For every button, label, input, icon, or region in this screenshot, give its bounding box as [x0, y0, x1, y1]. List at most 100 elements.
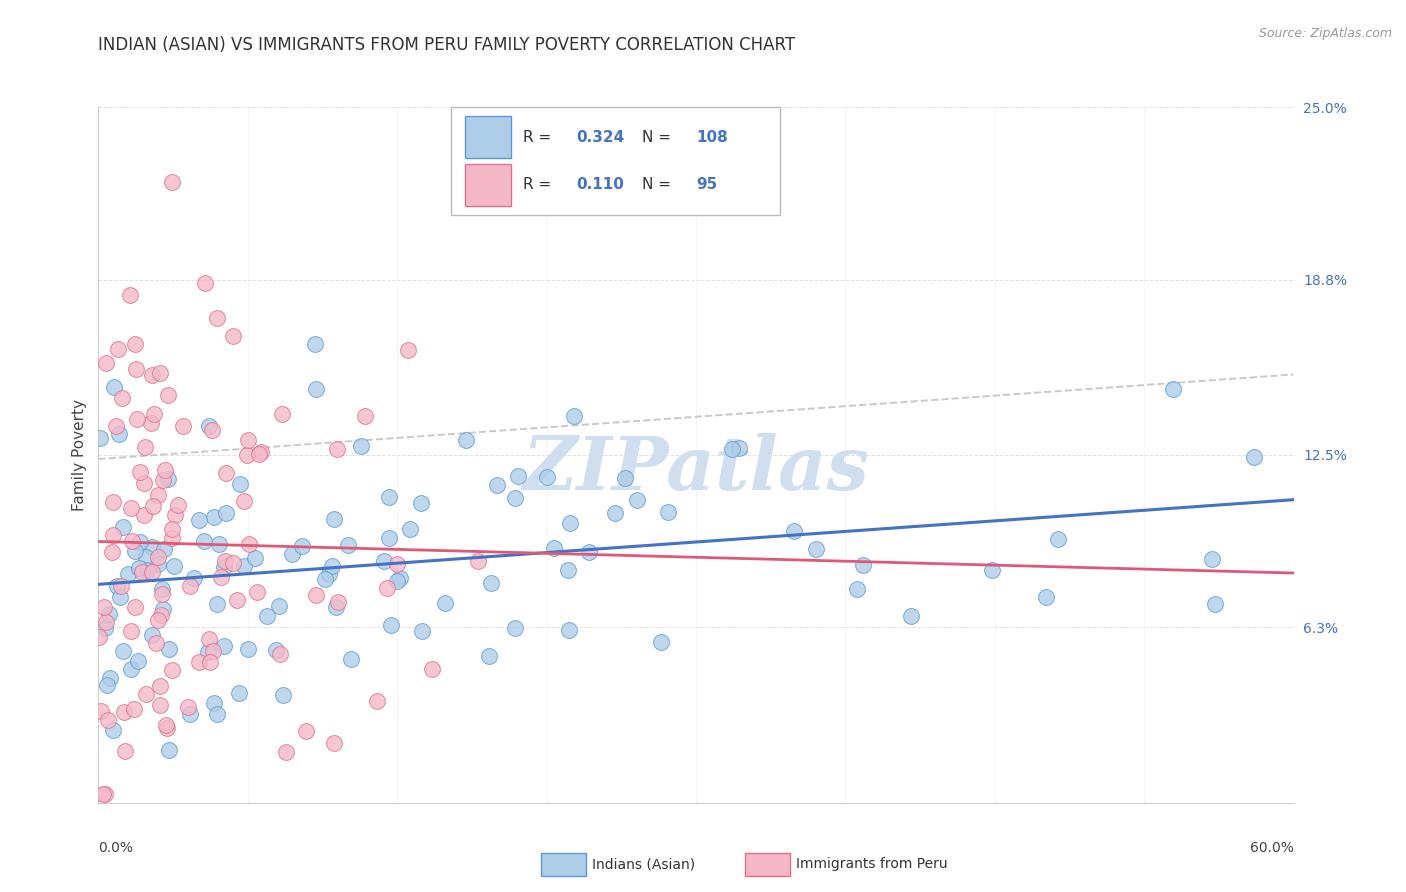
Point [117, 566, 139, 581]
Point [187, 655, 209, 669]
Point [373, 554, 395, 568]
Point [281, 547, 304, 561]
Point [354, 409, 377, 423]
Point [128, 561, 150, 575]
Point [1161, 382, 1184, 396]
Point [205, 311, 228, 326]
Point [97, 713, 120, 727]
Point [229, 476, 252, 491]
Point [557, 623, 579, 637]
Point [108, 426, 131, 441]
Point [232, 559, 254, 574]
Point [398, 522, 420, 536]
Text: Immigrants from Peru: Immigrants from Peru [796, 857, 948, 871]
Text: 60.0%: 60.0% [1250, 841, 1294, 855]
Point [112, 643, 135, 657]
Point [503, 491, 526, 505]
Point [626, 493, 648, 508]
Point [385, 558, 408, 572]
Point [101, 528, 124, 542]
Point [1243, 450, 1265, 465]
Point [197, 418, 219, 433]
Point [200, 655, 222, 669]
Point [103, 380, 125, 394]
Point [152, 473, 174, 487]
Text: N =: N = [643, 178, 676, 192]
Point [142, 407, 165, 421]
Point [111, 391, 134, 405]
Point [233, 493, 256, 508]
Text: 0.0%: 0.0% [98, 841, 134, 855]
Point [467, 554, 489, 568]
Point [160, 531, 183, 545]
Point [411, 624, 433, 639]
Point [145, 636, 167, 650]
Point [614, 471, 637, 485]
Point [339, 652, 361, 666]
Point [197, 645, 219, 659]
Point [152, 602, 174, 616]
Point [127, 654, 149, 668]
Bar [451, 107, 780, 215]
Point [212, 640, 235, 654]
Point [900, 608, 922, 623]
Point [101, 545, 124, 559]
Point [91, 788, 114, 802]
Point [90, 705, 112, 719]
Point [110, 579, 132, 593]
Text: 0.110: 0.110 [576, 178, 624, 192]
Point [188, 513, 211, 527]
Point [141, 540, 163, 554]
Text: R =: R = [523, 129, 555, 145]
Point [454, 433, 477, 447]
Point [149, 679, 172, 693]
Point [212, 560, 235, 574]
Point [96, 356, 118, 370]
Point [197, 632, 219, 647]
Point [305, 382, 328, 396]
Point [89, 432, 111, 446]
Point [148, 613, 170, 627]
Point [377, 582, 399, 596]
Point [1201, 551, 1223, 566]
Point [325, 599, 347, 614]
Point [238, 537, 260, 551]
Text: INDIAN (ASIAN) VS IMMIGRANTS FROM PERU FAMILY POVERTY CORRELATION CHART: INDIAN (ASIAN) VS IMMIGRANTS FROM PERU F… [98, 36, 796, 54]
Point [207, 707, 229, 722]
Point [134, 508, 156, 523]
Point [267, 599, 290, 614]
Point [193, 534, 215, 549]
Point [146, 558, 169, 572]
Point [150, 607, 173, 622]
Point [222, 329, 245, 343]
Point [249, 444, 271, 458]
Point [108, 590, 131, 604]
Point [177, 700, 200, 714]
Point [485, 478, 508, 492]
Point [420, 662, 443, 676]
Point [141, 416, 163, 430]
Point [141, 368, 163, 382]
Point [125, 361, 148, 376]
Point [132, 475, 155, 490]
Point [228, 686, 250, 700]
Point [246, 585, 269, 599]
Point [162, 175, 184, 189]
Point [247, 446, 270, 460]
Point [1046, 533, 1069, 547]
Point [380, 618, 402, 632]
Point [657, 505, 679, 519]
Point [129, 535, 152, 549]
Y-axis label: Family Poverty: Family Poverty [72, 399, 87, 511]
Point [134, 440, 156, 454]
Point [163, 559, 186, 574]
Point [146, 550, 169, 565]
Point [98, 671, 121, 685]
Point [236, 448, 259, 462]
Point [124, 600, 146, 615]
Point [245, 550, 267, 565]
Point [721, 442, 744, 457]
Point [202, 696, 225, 710]
Point [326, 442, 349, 457]
Point [94, 788, 117, 802]
